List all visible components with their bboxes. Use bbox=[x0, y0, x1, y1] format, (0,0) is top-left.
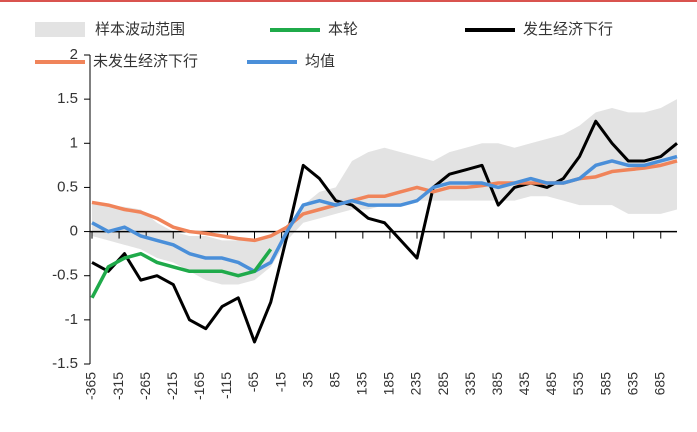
y-tick-label: 0.5 bbox=[57, 178, 78, 195]
x-tick-label: 385 bbox=[489, 372, 505, 396]
y-tick-label: -1 bbox=[65, 311, 78, 328]
x-tick-label: -315 bbox=[110, 372, 126, 400]
x-tick-label: -165 bbox=[191, 372, 207, 400]
legend-label: 本轮 bbox=[328, 21, 358, 38]
series-line bbox=[91, 119, 678, 344]
x-tick-label: -365 bbox=[83, 372, 99, 400]
legend-swatch bbox=[35, 22, 85, 37]
x-tick-label: -265 bbox=[137, 372, 153, 400]
x-tick-label: 485 bbox=[543, 372, 559, 396]
x-tick-label: 585 bbox=[597, 372, 613, 396]
y-tick-label: -0.5 bbox=[52, 267, 78, 284]
legend-label: 未发生经济下行 bbox=[93, 53, 198, 70]
x-tick-label: 685 bbox=[651, 372, 667, 396]
x-tick-label: -65 bbox=[245, 372, 261, 392]
legend-label: 样本波动范围 bbox=[95, 21, 185, 38]
x-tick-label: 635 bbox=[624, 372, 640, 396]
y-tick-label: 1 bbox=[70, 134, 78, 151]
x-tick-label: 185 bbox=[381, 372, 397, 396]
x-tick-label: 285 bbox=[435, 372, 451, 396]
y-tick-label: 2 bbox=[70, 46, 78, 63]
x-tick-label: 135 bbox=[354, 372, 370, 396]
x-tick-label: 435 bbox=[516, 372, 532, 396]
legend-label: 均值 bbox=[305, 53, 335, 70]
x-tick-label: -215 bbox=[164, 372, 180, 400]
series-line bbox=[91, 154, 678, 274]
x-tick-label: 235 bbox=[408, 372, 424, 396]
x-tick-label: -15 bbox=[272, 372, 288, 392]
x-tick-label: -115 bbox=[218, 372, 234, 399]
series-line bbox=[90, 248, 273, 299]
x-tick-label: 535 bbox=[570, 372, 586, 396]
y-tick-label: 0 bbox=[70, 223, 78, 240]
band-area bbox=[92, 99, 677, 285]
x-tick-label: 335 bbox=[462, 372, 478, 396]
x-tick-label: 35 bbox=[299, 372, 315, 388]
y-tick-label: 1.5 bbox=[57, 90, 78, 107]
x-tick-label: 85 bbox=[326, 372, 342, 388]
legend-label: 发生经济下行 bbox=[523, 21, 613, 38]
y-tick-label: -1.5 bbox=[52, 355, 78, 372]
